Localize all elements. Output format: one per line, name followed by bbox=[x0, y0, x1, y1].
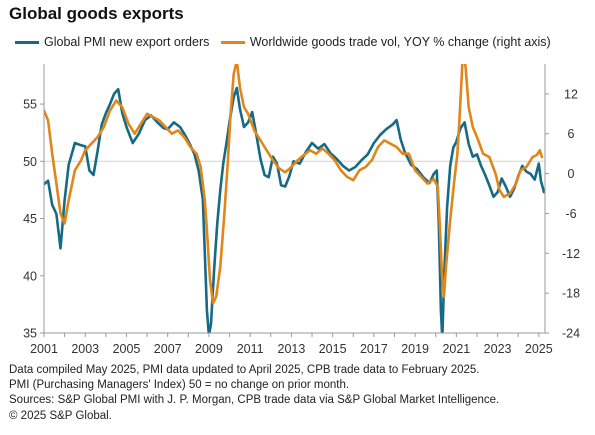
note-copyright: © 2025 S&P Global. bbox=[9, 409, 112, 422]
series-lines bbox=[44, 64, 545, 333]
series-line-trade bbox=[44, 64, 544, 305]
series-line-pmi bbox=[44, 86, 545, 333]
axes bbox=[43, 64, 546, 334]
y-left-tick-label: 45 bbox=[23, 212, 37, 226]
legend-swatch-pmi bbox=[15, 40, 39, 44]
y-axis-right-ticks: -24 -18 -12 -6 0 6 12 bbox=[545, 87, 580, 341]
y-right-tick-label: 0 bbox=[568, 167, 575, 181]
note-sources: Sources: S&P Global PMI with J. P. Morga… bbox=[9, 394, 500, 407]
y-right-tick-label: 12 bbox=[564, 87, 578, 101]
legend-swatch-trade bbox=[220, 40, 245, 44]
legend-item-trade: Worldwide goods trade vol, YOY % change … bbox=[220, 34, 551, 49]
y-right-tick-label: -12 bbox=[562, 247, 580, 261]
x-tick-label: 2021 bbox=[442, 342, 470, 356]
x-tick-label: 2007 bbox=[154, 342, 182, 356]
y-left-tick-label: 40 bbox=[23, 269, 37, 283]
y-right-tick-label: -6 bbox=[565, 207, 576, 221]
y-right-tick-label: -24 bbox=[562, 327, 580, 341]
legend-item-pmi: Global PMI new export orders bbox=[15, 35, 209, 49]
note-compiled: Data compiled May 2025, PMI data updated… bbox=[9, 364, 480, 376]
y-right-tick-label: -18 bbox=[562, 287, 580, 301]
x-tick-label: 2019 bbox=[401, 342, 429, 356]
x-tick-label: 2001 bbox=[30, 342, 58, 356]
x-tick-label: 2003 bbox=[71, 342, 99, 356]
legend-label-trade: Worldwide goods trade vol, YOY % change … bbox=[249, 34, 551, 49]
x-tick-label: 2013 bbox=[278, 342, 306, 356]
x-tick-label: 2005 bbox=[113, 342, 141, 356]
y-axis-left-ticks: 35 40 45 50 55 bbox=[23, 98, 44, 341]
note-pmi-definition: PMI (Purchasing Managers' Index) 50 = no… bbox=[9, 379, 350, 392]
x-tick-label: 2009 bbox=[195, 342, 223, 356]
x-tick-label: 2025 bbox=[525, 342, 553, 356]
x-tick-label: 2011 bbox=[237, 342, 264, 356]
y-right-tick-label: 6 bbox=[568, 127, 575, 141]
chart-title: Global goods exports bbox=[9, 4, 184, 23]
x-tick-label: 2017 bbox=[360, 342, 388, 356]
legend-label-pmi: Global PMI new export orders bbox=[44, 34, 210, 49]
legend: Global PMI new export orders Worldwide g… bbox=[15, 34, 551, 49]
x-tick-label: 2023 bbox=[484, 342, 512, 356]
y-left-tick-label: 55 bbox=[23, 98, 37, 112]
y-left-tick-label: 35 bbox=[23, 327, 37, 341]
x-axis-ticks: 2001 2003 2005 2007 2009 2011 2013 2015 2017 2019… bbox=[30, 333, 553, 356]
chart-notes: Data compiled May 2025, PMI data updated… bbox=[9, 363, 499, 424]
y-left-tick-label: 50 bbox=[23, 155, 37, 169]
x-tick-label: 2015 bbox=[319, 342, 347, 356]
